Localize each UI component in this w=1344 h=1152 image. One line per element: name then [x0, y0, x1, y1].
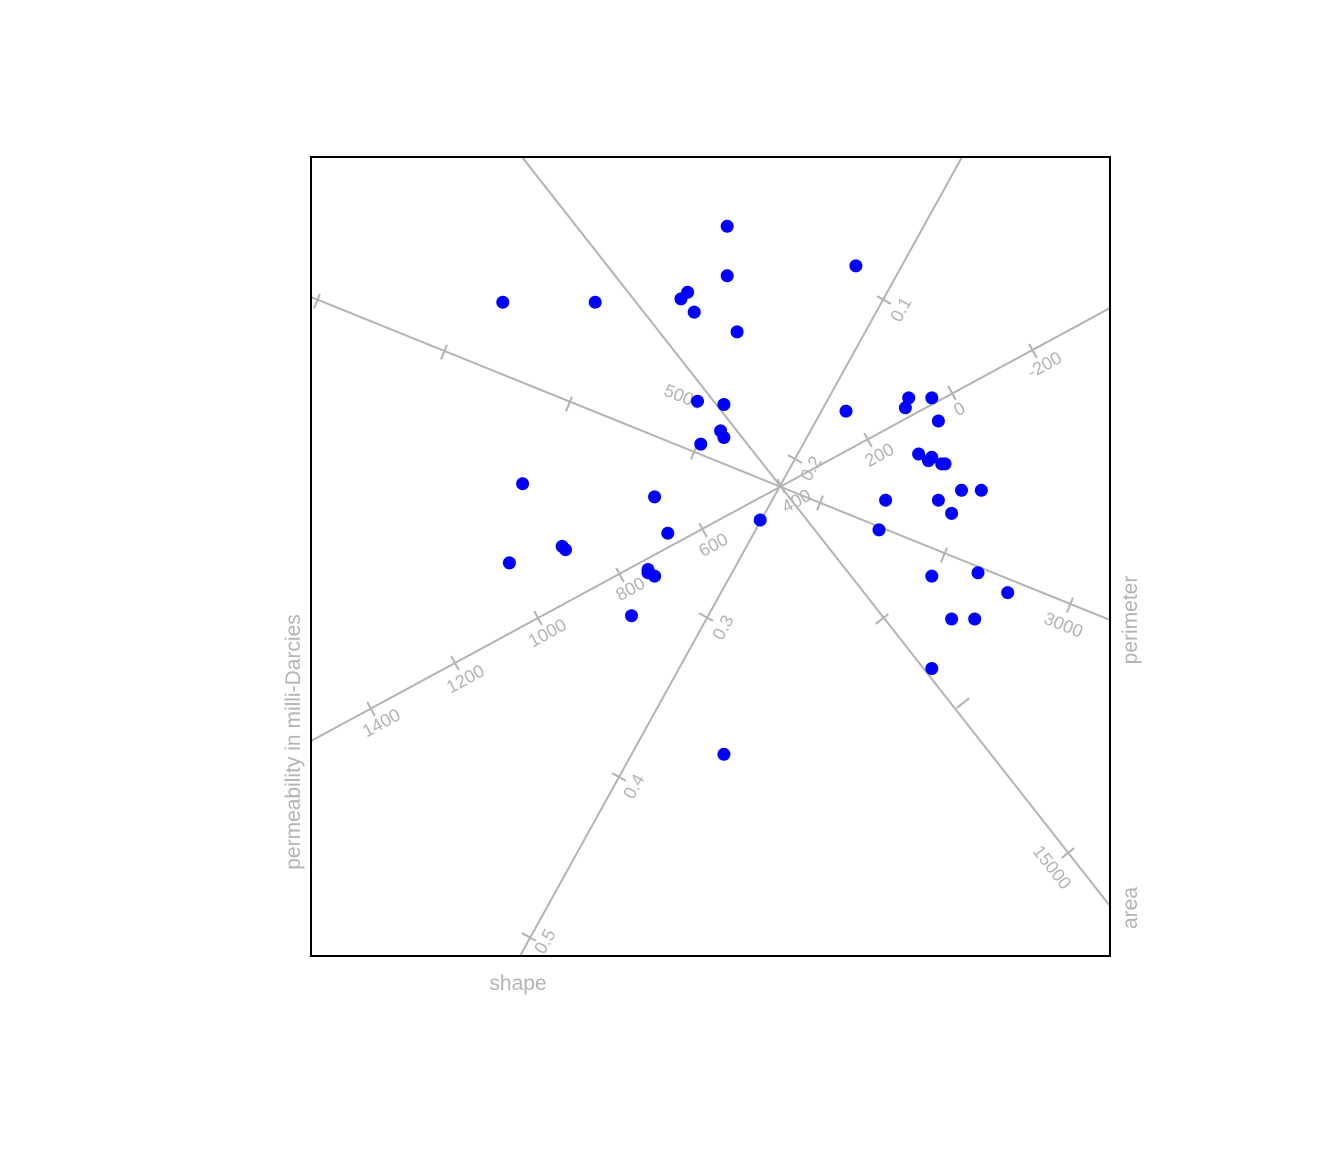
- tick-mark: [875, 613, 889, 625]
- tick-mark: [313, 293, 321, 309]
- tick-mark: [698, 522, 708, 538]
- data-point: [720, 219, 734, 233]
- data-point: [938, 457, 952, 471]
- data-point: [648, 490, 662, 504]
- permeability-axis-title: permeability in milli-Darcies: [282, 614, 305, 870]
- tick-mark: [940, 547, 948, 563]
- tick-label: 1400: [359, 705, 404, 742]
- tick-mark: [776, 478, 786, 494]
- tick-mark: [1028, 343, 1038, 359]
- data-point: [902, 391, 916, 405]
- data-point: [681, 285, 695, 299]
- tick-mark: [816, 495, 824, 511]
- data-point: [968, 612, 982, 626]
- data-point: [753, 513, 767, 527]
- data-point: [496, 295, 510, 309]
- data-point: [839, 404, 853, 418]
- data-point: [945, 612, 959, 626]
- tick-mark: [0, 163, 3, 178]
- data-point: [1001, 586, 1015, 600]
- tick-mark: [698, 612, 714, 622]
- data-point: [922, 454, 935, 468]
- data-point: [925, 569, 939, 583]
- tick-mark: [876, 295, 892, 305]
- biplot-axes: 15000300050000.10.20.30.40.5-20002004006…: [0, 157, 1110, 956]
- data-point: [687, 305, 701, 319]
- data-point: [912, 447, 926, 461]
- data-point: [502, 556, 516, 570]
- tick-mark: [440, 344, 448, 360]
- data-point: [931, 493, 945, 507]
- data-point: [730, 325, 744, 339]
- tick-label: 0.4: [619, 771, 649, 803]
- data-point: [945, 506, 959, 520]
- tick-mark: [97, 203, 103, 218]
- tick-label: 0.2: [796, 453, 826, 485]
- data-point: [691, 394, 704, 408]
- tick-label: 0.1: [886, 294, 916, 326]
- data-point: [872, 523, 886, 537]
- data-point: [694, 437, 708, 451]
- data-point: [661, 526, 675, 540]
- data-point: [879, 493, 893, 507]
- tick-label: 1000: [525, 615, 570, 652]
- data-point: [555, 539, 569, 553]
- axis-line-1: [311, 296, 1110, 621]
- data-point: [516, 477, 530, 491]
- tick-label: -200: [1024, 348, 1065, 383]
- data-point: [931, 414, 945, 428]
- data-point: [898, 401, 912, 415]
- shape-axis-title: shape: [489, 972, 546, 995]
- tick-mark: [1066, 597, 1074, 613]
- data-point: [717, 398, 731, 411]
- data-point: [717, 431, 731, 444]
- data-point: [925, 662, 939, 675]
- tick-mark: [611, 772, 627, 782]
- tick-mark: [197, 243, 203, 258]
- data-point: [648, 569, 662, 583]
- data-point: [588, 295, 602, 309]
- data-point: [955, 483, 968, 497]
- data-point: [720, 269, 734, 283]
- tick-label: 15000: [1029, 841, 1076, 893]
- axis-line-0: [521, 157, 1110, 907]
- perimeter-axis-title: perimeter: [1119, 576, 1142, 665]
- tick-mark: [615, 567, 625, 583]
- tick-mark: [521, 932, 537, 942]
- scatter-points: [496, 219, 1015, 761]
- tick-mark: [787, 454, 803, 464]
- tick-mark: [947, 385, 957, 401]
- data-point: [849, 259, 863, 273]
- area-axis-title: area: [1119, 887, 1142, 929]
- tick-mark: [565, 396, 573, 412]
- tick-label: 600: [695, 529, 731, 561]
- data-point: [717, 747, 731, 761]
- tick-label: 800: [612, 573, 648, 605]
- tick-mark: [863, 432, 873, 448]
- data-point: [625, 609, 638, 623]
- axis-line-3: [311, 307, 1110, 742]
- tick-label: 200: [861, 439, 897, 471]
- data-point: [925, 391, 939, 405]
- tick-mark: [956, 697, 970, 709]
- tick-label: 0: [950, 398, 968, 420]
- data-point: [974, 483, 988, 497]
- tick-label: 0.3: [708, 612, 738, 644]
- axis-line-2: [519, 157, 963, 956]
- plot-frame: [310, 156, 1111, 957]
- tick-mark: [1061, 847, 1075, 859]
- tick-mark: [366, 701, 376, 717]
- tick-label: 3000: [1041, 608, 1086, 642]
- tick-mark: [450, 655, 460, 671]
- tick-mark: [533, 610, 543, 626]
- data-point: [971, 566, 985, 580]
